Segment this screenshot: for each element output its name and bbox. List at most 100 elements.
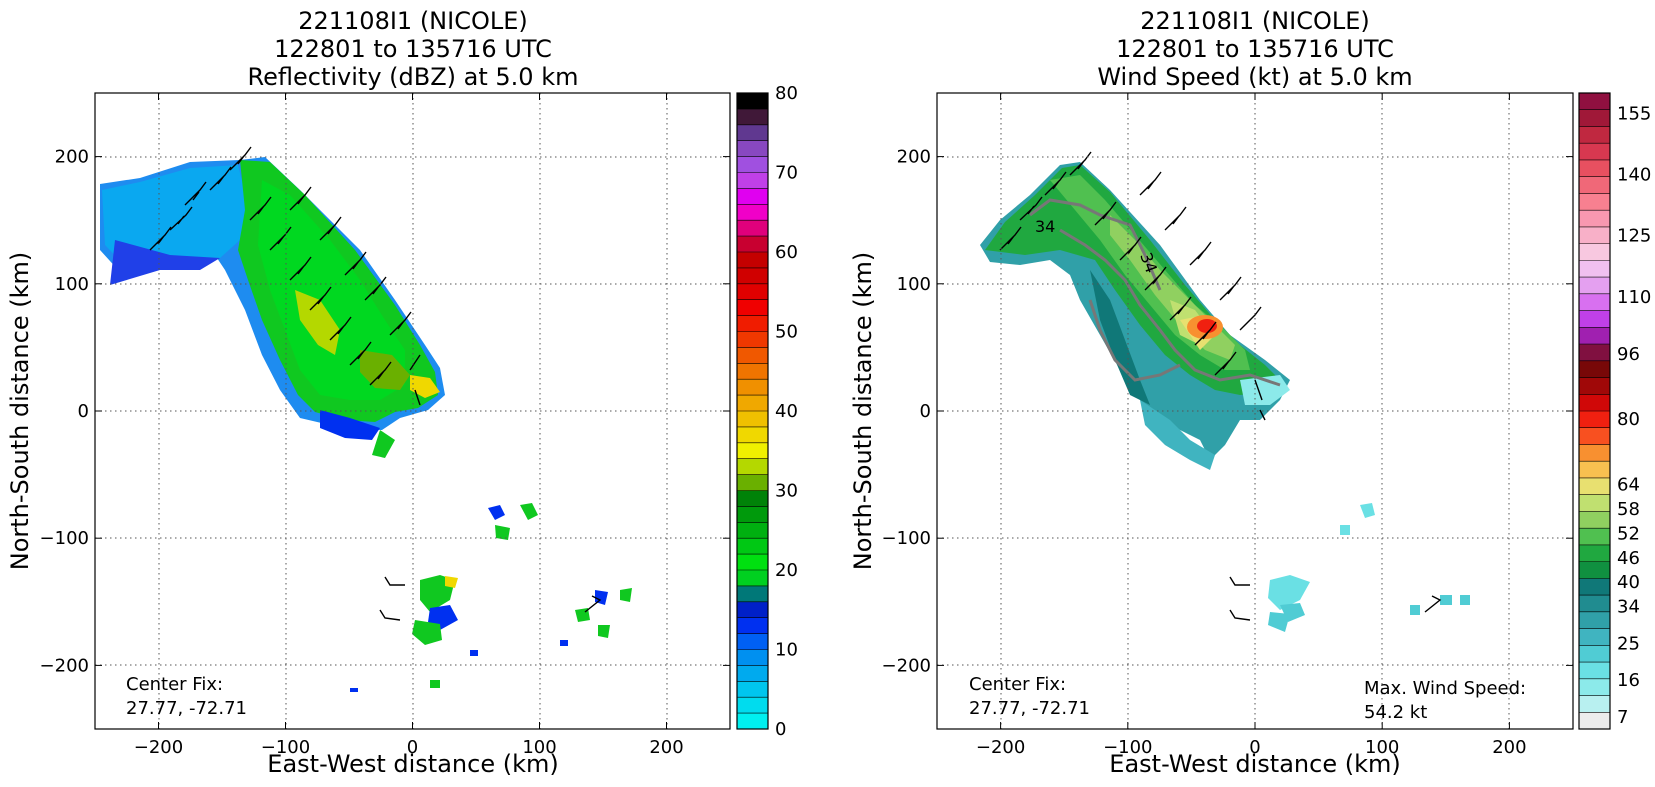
colorbar-bin bbox=[737, 681, 768, 698]
contour-label-34-a: 34 bbox=[1035, 217, 1055, 236]
colorbar-bin bbox=[737, 395, 768, 412]
colorbar-bin bbox=[1579, 578, 1610, 596]
x-tick-label: 100 bbox=[522, 737, 556, 758]
colorbar-tick-label: 64 bbox=[1617, 474, 1640, 495]
colorbar-bin bbox=[1579, 628, 1610, 646]
colorbar-bin bbox=[1579, 293, 1610, 311]
reflectivity-field bbox=[100, 146, 632, 692]
colorbar-bin bbox=[1579, 662, 1610, 680]
colorbar-bin bbox=[1579, 193, 1610, 211]
windspeed-grid bbox=[937, 93, 1573, 729]
colorbar-bin bbox=[737, 585, 768, 603]
colorbar-bin bbox=[1579, 226, 1610, 244]
colorbar-bin bbox=[737, 267, 768, 285]
reflectivity-title-line2: 122801 to 135716 UTC bbox=[274, 35, 552, 63]
colorbar-bin bbox=[1579, 712, 1610, 730]
x-tick-label: −200 bbox=[976, 737, 1025, 758]
colorbar-tick-label: 80 bbox=[775, 83, 798, 104]
colorbar-bin bbox=[737, 252, 768, 269]
reflectivity-center-fix-value: 27.77, -72.71 bbox=[126, 698, 247, 719]
windspeed-title: 221108I1 (NICOLE) 122801 to 135716 UTC W… bbox=[1097, 7, 1412, 91]
colorbar-bin bbox=[737, 474, 768, 491]
colorbar-tick-label: 46 bbox=[1617, 548, 1640, 569]
colorbar-bin bbox=[737, 283, 768, 300]
y-tick-label: 0 bbox=[78, 401, 89, 422]
colorbar-bin bbox=[737, 713, 768, 730]
colorbar-bin bbox=[737, 411, 768, 428]
colorbar-bin bbox=[1579, 695, 1610, 713]
colorbar-bin bbox=[737, 697, 768, 714]
colorbar-tick-label: 25 bbox=[1617, 633, 1640, 654]
x-tick-label: −200 bbox=[134, 737, 183, 758]
windspeed-field: 34 34 bbox=[980, 151, 1470, 632]
colorbar-tick-label: 20 bbox=[775, 560, 798, 581]
colorbar-bin bbox=[737, 442, 768, 459]
y-tick-label: −200 bbox=[882, 655, 931, 676]
y-tick-label: −100 bbox=[40, 528, 89, 549]
colorbar-bin bbox=[1579, 645, 1610, 663]
colorbar-bin bbox=[1579, 377, 1610, 395]
y-tick-label: 200 bbox=[897, 147, 931, 168]
colorbar-bin bbox=[1579, 109, 1610, 127]
colorbar-bin bbox=[737, 426, 768, 444]
y-tick-label: 200 bbox=[55, 147, 89, 168]
colorbar-bin bbox=[1579, 310, 1610, 328]
windspeed-colorbar: 7 16 25 34 40 46 52 58 64 80 96 110 125 140 155 bbox=[1578, 92, 1651, 730]
colorbar-bin bbox=[1579, 561, 1610, 579]
colorbar-bin bbox=[737, 458, 768, 475]
colorbar-bin bbox=[1579, 595, 1610, 613]
colorbar-bin bbox=[1579, 394, 1610, 412]
reflectivity-title-line1: 221108I1 (NICOLE) bbox=[298, 7, 528, 35]
colorbar-tick-label: 58 bbox=[1617, 499, 1640, 520]
colorbar-tick-label: 140 bbox=[1617, 165, 1651, 186]
colorbar-bin bbox=[737, 538, 768, 555]
reflectivity-ylabel: North-South distance (km) bbox=[6, 252, 34, 571]
colorbar-tick-label: 40 bbox=[1617, 572, 1640, 593]
windspeed-ylabel: North-South distance (km) bbox=[849, 252, 877, 571]
colorbar-bin bbox=[1579, 260, 1610, 278]
windspeed-center-fix-label: Center Fix: bbox=[969, 674, 1066, 695]
reflectivity-title: 221108I1 (NICOLE) 122801 to 135716 UTC R… bbox=[248, 7, 579, 91]
reflectivity-grid bbox=[95, 93, 730, 729]
reflectivity-title-line3: Reflectivity (dBZ) at 5.0 km bbox=[248, 63, 579, 91]
colorbar-bin bbox=[1579, 344, 1610, 362]
windspeed-panel: 221108I1 (NICOLE) 122801 to 135716 UTC W… bbox=[849, 7, 1651, 778]
x-tick-label: 0 bbox=[407, 737, 418, 758]
colorbar-bin bbox=[1579, 461, 1610, 479]
colorbar-bin bbox=[737, 379, 768, 396]
colorbar-bin bbox=[737, 617, 768, 634]
colorbar-bin bbox=[1579, 360, 1610, 378]
colorbar-bin bbox=[1579, 143, 1610, 161]
colorbar-bin bbox=[1579, 327, 1610, 345]
colorbar-tick-label: 16 bbox=[1617, 670, 1640, 691]
colorbar-tick-label: 30 bbox=[775, 481, 798, 502]
windspeed-title-line2: 122801 to 135716 UTC bbox=[1116, 35, 1394, 63]
colorbar-bin bbox=[737, 140, 768, 157]
colorbar-bin bbox=[1579, 528, 1610, 546]
colorbar-tick-label: 34 bbox=[1617, 597, 1640, 618]
x-tick-label: −100 bbox=[1103, 737, 1152, 758]
colorbar-tick-label: 60 bbox=[775, 242, 798, 263]
colorbar-bin bbox=[737, 299, 768, 316]
windspeed-title-line1: 221108I1 (NICOLE) bbox=[1140, 7, 1370, 35]
colorbar-bin bbox=[737, 331, 768, 348]
reflectivity-panel: 221108I1 (NICOLE) 122801 to 135716 UTC R… bbox=[6, 7, 798, 778]
colorbar-bin bbox=[1579, 210, 1610, 228]
x-tick-label: 0 bbox=[1249, 737, 1260, 758]
colorbar-tick-label: 70 bbox=[775, 163, 798, 184]
colorbar-tick-label: 125 bbox=[1617, 226, 1651, 247]
reflectivity-colorbar: 0 10 20 30 40 50 60 70 80 bbox=[736, 83, 798, 740]
colorbar-tick-label: 96 bbox=[1617, 344, 1640, 365]
max-wind-speed-label: Max. Wind Speed: bbox=[1364, 678, 1526, 699]
colorbar-frame bbox=[1578, 92, 1611, 730]
colorbar-bin bbox=[737, 506, 768, 523]
reflectivity-ticks: −200 −100 0 100 200 −200 −100 0 100 200 bbox=[40, 93, 730, 758]
colorbar-tick-label: 155 bbox=[1617, 103, 1651, 124]
windspeed-title-line3: Wind Speed (kt) at 5.0 km bbox=[1097, 63, 1412, 91]
colorbar-tick-label: 7 bbox=[1617, 707, 1628, 728]
y-tick-label: 100 bbox=[55, 274, 89, 295]
colorbar-tick-label: 10 bbox=[775, 640, 798, 661]
colorbar-bin bbox=[737, 649, 768, 666]
colorbar-bin bbox=[737, 315, 768, 332]
